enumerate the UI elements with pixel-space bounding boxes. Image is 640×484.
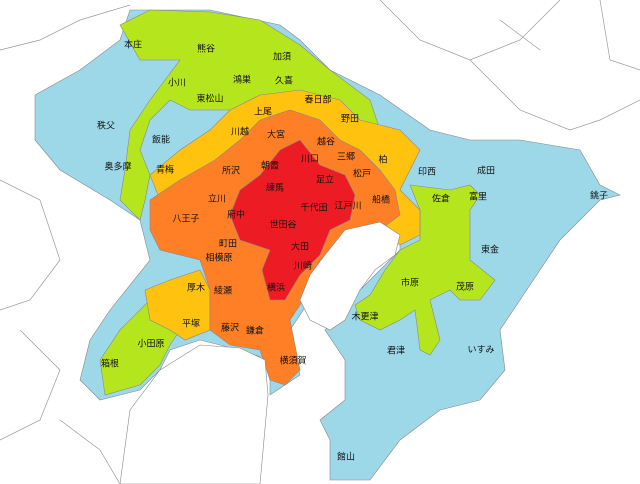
city-label: 練馬 xyxy=(265,183,285,194)
city-label: 上尾 xyxy=(253,107,273,118)
city-label: 綾瀬 xyxy=(213,286,233,297)
city-label: 茂原 xyxy=(455,282,475,293)
city-label: 東松山 xyxy=(196,94,224,105)
city-label: 本庄 xyxy=(123,40,143,51)
city-label: 富里 xyxy=(468,192,488,203)
city-label: いすみ xyxy=(467,345,495,356)
city-label: 大田 xyxy=(290,242,310,253)
tokyo-bay xyxy=(299,221,401,331)
city-label: 相模原 xyxy=(205,253,233,264)
city-label: 秩父 xyxy=(96,121,116,132)
city-label: 横浜 xyxy=(266,283,286,294)
city-label: 君津 xyxy=(386,346,406,357)
city-label: 柏 xyxy=(378,155,388,166)
city-label: 市原 xyxy=(400,278,420,289)
city-label: 箱根 xyxy=(100,359,120,370)
city-label: 八王子 xyxy=(172,214,200,225)
city-label: 藤沢 xyxy=(220,323,240,334)
region-level-5 xyxy=(229,139,356,301)
city-label: 飯能 xyxy=(151,135,171,146)
city-label: 三郷 xyxy=(336,152,356,163)
city-label: 印西 xyxy=(417,167,437,178)
city-label: 大宮 xyxy=(266,130,286,141)
city-label: 川越 xyxy=(230,127,250,138)
city-label: 成田 xyxy=(476,166,496,177)
city-label: 平塚 xyxy=(181,319,201,330)
city-label: 千代田 xyxy=(300,203,328,214)
city-label: 青梅 xyxy=(155,165,175,176)
sagami-bay xyxy=(119,344,269,484)
city-label: 野田 xyxy=(340,114,360,125)
city-label: 朝霞 xyxy=(260,161,280,172)
city-label: 厚木 xyxy=(186,283,206,294)
city-label: 府中 xyxy=(226,210,246,221)
city-label: 熊谷 xyxy=(196,44,216,55)
city-label: 小田原 xyxy=(137,339,165,350)
city-label: 鴻巣 xyxy=(232,75,252,86)
city-label: 加須 xyxy=(272,52,292,63)
city-label: 足立 xyxy=(315,175,335,186)
city-label: 世田谷 xyxy=(269,220,297,231)
city-label: 川口 xyxy=(300,154,320,165)
city-label: 所沢 xyxy=(221,166,241,177)
city-label: 銚子 xyxy=(589,191,609,202)
city-label: 町田 xyxy=(218,239,238,250)
region-level-2 xyxy=(119,9,381,221)
region-level-2 xyxy=(354,184,496,356)
city-label: 江戸川 xyxy=(334,201,362,212)
city-label: 木更津 xyxy=(351,312,379,323)
city-label: 館山 xyxy=(336,452,356,463)
city-label: 東金 xyxy=(480,245,500,256)
city-label: 久喜 xyxy=(274,76,294,87)
city-label: 立川 xyxy=(207,194,227,205)
city-label: 春日部 xyxy=(304,95,332,106)
city-label: 佐倉 xyxy=(431,194,451,205)
city-label: 小川 xyxy=(167,78,187,89)
city-label: 奥多摩 xyxy=(104,162,132,173)
city-label: 鎌倉 xyxy=(245,326,265,337)
city-label: 松戸 xyxy=(352,169,372,180)
city-label: 船橋 xyxy=(371,195,391,206)
city-label: 川崎 xyxy=(293,261,313,272)
city-label: 横須賀 xyxy=(279,356,307,367)
city-label: 越谷 xyxy=(316,137,336,148)
